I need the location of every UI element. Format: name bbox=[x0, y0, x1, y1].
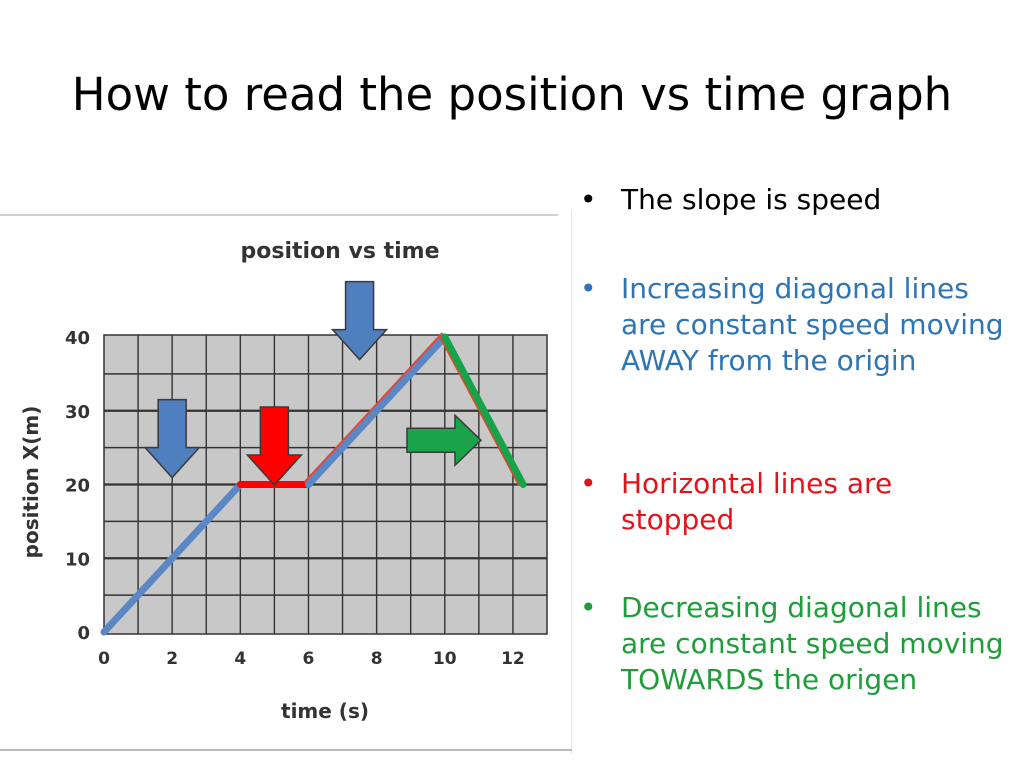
y-tick-label: 0 bbox=[77, 623, 90, 644]
x-tick-label: 8 bbox=[371, 649, 383, 669]
bullet-marker: • bbox=[580, 467, 597, 500]
x-tick-label: 4 bbox=[234, 649, 246, 669]
y-tick-label: 30 bbox=[65, 402, 90, 423]
arrow-down-red bbox=[245, 406, 304, 487]
arrow-down-blue bbox=[143, 398, 201, 479]
bullet-marker: • bbox=[580, 272, 597, 305]
y-tick-label: 10 bbox=[65, 549, 90, 570]
x-tick-label: 10 bbox=[433, 649, 457, 669]
x-tick-label: 2 bbox=[166, 649, 178, 669]
x-axis-label: time (s) bbox=[281, 699, 369, 723]
data-line-blue bbox=[304, 333, 449, 488]
data-line-green bbox=[441, 333, 527, 488]
data-line-blue bbox=[100, 481, 244, 636]
slide-title: How to read the position vs time graph bbox=[71, 68, 953, 121]
chart-title: position vs time bbox=[241, 239, 440, 264]
chart-svg: position vs time position X(m) time (s) … bbox=[0, 210, 572, 755]
plot-area: 0 2 4 6 8 10 12 0 10 20 30 40 bbox=[65, 280, 548, 669]
bullet-marker: • bbox=[580, 183, 597, 216]
bullet-marker: • bbox=[580, 591, 597, 624]
bullet-text: The slope is speed bbox=[621, 183, 882, 216]
y-tick-label: 20 bbox=[65, 476, 90, 497]
arrow-right-green bbox=[406, 413, 483, 468]
bullet-text: Decreasing diagonal lines are constant s… bbox=[621, 591, 1004, 696]
x-tick-label: 12 bbox=[501, 649, 525, 669]
segment-shadow-line bbox=[304, 332, 444, 483]
arrow-down-blue bbox=[330, 280, 389, 361]
position-time-chart: position vs time position X(m) time (s) … bbox=[0, 210, 572, 755]
y-tick-label: 40 bbox=[65, 328, 90, 349]
y-axis-label: position X(m) bbox=[19, 406, 43, 559]
x-tick-label: 0 bbox=[98, 649, 110, 669]
bullet-text: Increasing diagonal lines are constant s… bbox=[621, 272, 1004, 377]
bullet-text: Horizontal lines are stopped bbox=[621, 467, 893, 536]
segment-shadow-line bbox=[439, 335, 521, 486]
x-tick-label: 6 bbox=[303, 649, 315, 669]
